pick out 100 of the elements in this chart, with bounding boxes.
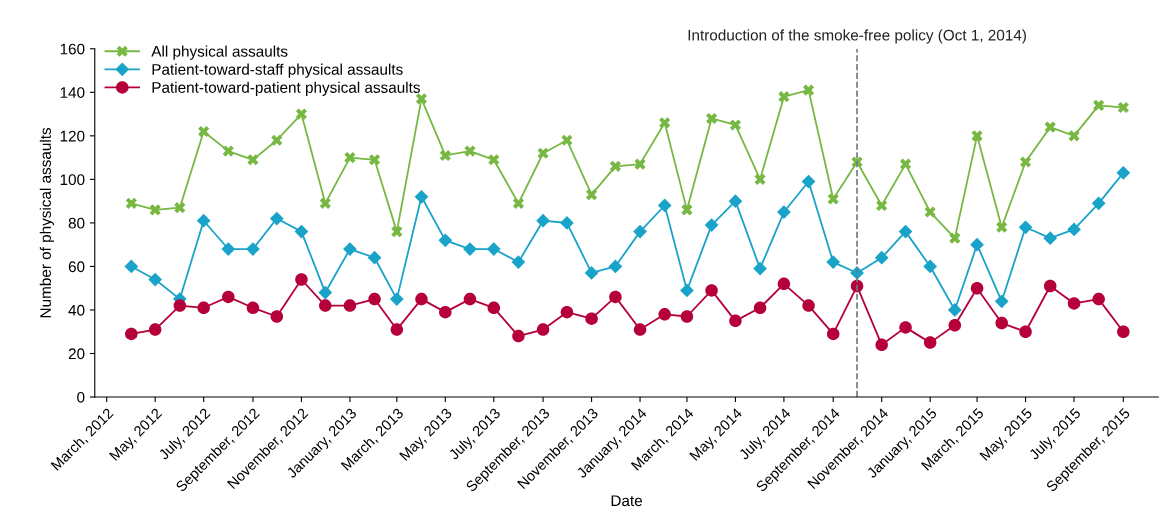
point — [415, 292, 428, 306]
point — [994, 294, 1009, 309]
point — [124, 259, 139, 274]
point — [125, 327, 138, 341]
point — [1092, 292, 1105, 306]
point — [537, 147, 549, 159]
point — [948, 318, 962, 332]
point — [198, 125, 210, 138]
point — [197, 301, 210, 315]
point — [680, 310, 694, 323]
point — [439, 149, 451, 161]
point — [704, 218, 719, 232]
y-tick-label: 60 — [68, 261, 85, 273]
y-tick-label: 100 — [60, 174, 85, 186]
point — [826, 255, 841, 269]
point — [754, 173, 766, 185]
point — [753, 301, 767, 315]
point — [148, 272, 163, 287]
point — [995, 316, 1008, 330]
legend-label: Patient-toward-patient physical assaults — [152, 81, 420, 96]
point — [876, 199, 888, 212]
point — [270, 310, 284, 323]
point — [659, 117, 671, 129]
point — [609, 160, 621, 172]
point — [728, 194, 743, 209]
point — [536, 213, 550, 228]
point — [657, 198, 672, 213]
y-tick-label: 120 — [60, 130, 85, 142]
point — [923, 336, 937, 349]
point — [608, 259, 623, 274]
point — [729, 119, 741, 131]
point — [633, 323, 647, 336]
point — [390, 323, 404, 336]
point — [246, 301, 260, 315]
point — [1018, 220, 1033, 235]
point — [996, 221, 1008, 233]
point — [391, 226, 403, 238]
point — [609, 290, 622, 304]
point — [803, 84, 815, 96]
point — [247, 154, 259, 166]
point — [923, 259, 938, 274]
point — [148, 323, 162, 336]
point — [174, 202, 186, 214]
point — [1020, 156, 1032, 168]
point — [149, 204, 161, 216]
point — [295, 108, 307, 120]
point — [875, 338, 888, 352]
point — [970, 281, 984, 295]
point — [971, 130, 983, 142]
point — [706, 112, 718, 124]
point — [1043, 231, 1058, 246]
point — [1117, 102, 1129, 114]
point — [633, 224, 647, 239]
point — [899, 321, 912, 334]
point — [294, 224, 309, 239]
point — [344, 152, 356, 164]
point — [1093, 99, 1105, 111]
ref-line-label: Introduction of the smoke-free policy (Oct 1, 2014) — [688, 29, 1026, 44]
point — [319, 197, 331, 209]
point — [368, 292, 381, 306]
point — [438, 233, 453, 248]
point — [777, 277, 791, 291]
point — [1019, 325, 1032, 338]
point — [295, 273, 308, 286]
point — [753, 261, 767, 276]
point — [561, 134, 573, 146]
legend-label: All physical assaults — [151, 45, 288, 60]
point — [318, 285, 333, 300]
point — [899, 158, 912, 170]
point — [389, 292, 404, 306]
point — [463, 292, 477, 306]
point — [125, 197, 137, 209]
y-tick-label: 160 — [60, 43, 85, 55]
point — [947, 303, 962, 317]
point — [222, 290, 235, 304]
point — [560, 216, 574, 230]
point — [949, 232, 961, 244]
point — [343, 299, 357, 312]
x-axis-title: Date — [611, 495, 642, 507]
point — [1091, 196, 1106, 211]
point — [512, 329, 525, 343]
point — [585, 312, 598, 325]
point — [536, 323, 550, 336]
point — [705, 284, 718, 297]
point — [488, 154, 500, 166]
point — [826, 327, 840, 341]
point — [680, 283, 694, 298]
point — [584, 266, 599, 280]
point — [1043, 279, 1057, 293]
point — [512, 197, 524, 209]
point — [414, 189, 429, 204]
point — [1117, 325, 1130, 338]
point — [586, 189, 598, 201]
point — [827, 193, 839, 205]
y-axis-title: Number of physical assaults — [39, 127, 54, 318]
point — [319, 299, 332, 312]
point — [173, 299, 187, 312]
point — [874, 250, 889, 265]
point — [729, 314, 742, 328]
point — [898, 224, 913, 239]
